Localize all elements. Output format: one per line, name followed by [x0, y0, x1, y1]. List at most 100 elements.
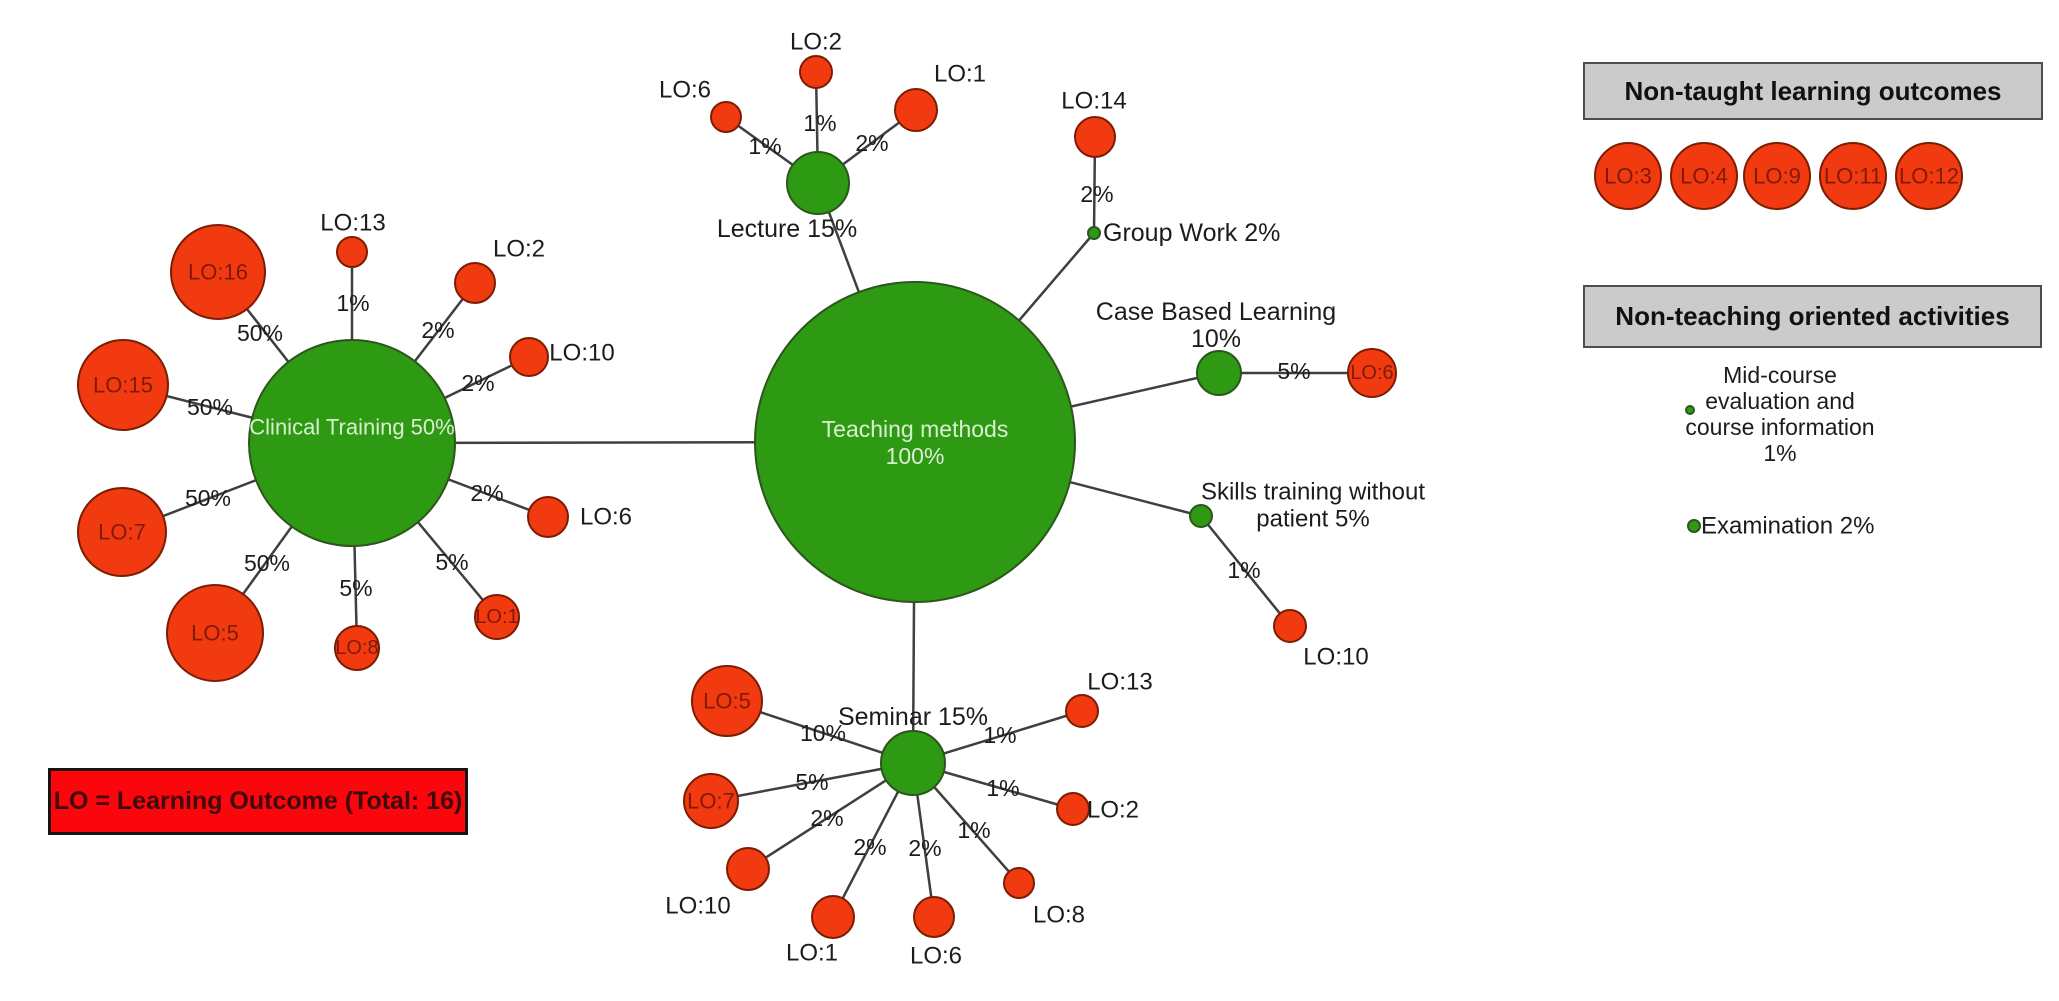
edge-label-seminar-sem_lo6: 2%: [908, 835, 941, 861]
node-circle-c_lo5: [166, 584, 264, 682]
edge-label-seminar-sem_lo2: 1%: [986, 775, 1019, 801]
node-label-c_lo7: LO:7: [98, 520, 146, 545]
node-circle-l_lo6: [710, 101, 742, 133]
node-label-c_lo10: LO:10: [549, 340, 614, 367]
node-circle-sem_lo2: [1056, 792, 1090, 826]
node-circle-l_lo1: [894, 88, 938, 132]
node-label-sem_lo8: LO:8: [1033, 902, 1085, 929]
node-circle-c_lo6: [527, 496, 569, 538]
node-circle-c_lo2: [454, 262, 496, 304]
node-label-cbl: 10%: [1191, 325, 1241, 353]
node-label-exam_dot: Examination 2%: [1701, 513, 1874, 540]
node-circle-s_lo10: [1273, 609, 1307, 643]
node-circle-cbl_lo6: [1347, 348, 1397, 398]
node-label-teaching: 100%: [886, 443, 945, 469]
edge-label-lecture-l_lo1: 2%: [855, 130, 888, 156]
caption-box: LO = Learning Outcome (Total: 16): [48, 768, 468, 835]
node-label-c_lo16: LO:16: [188, 260, 248, 285]
node-circle-c_lo8: [334, 625, 380, 671]
edge-label-groupwork-g_lo14: 2%: [1080, 181, 1113, 207]
edge-label-lecture-l_lo2: 1%: [803, 110, 836, 136]
node-circle-c_lo15: [77, 339, 169, 431]
edge-label-clinical-c_lo16: 50%: [237, 320, 283, 346]
node-label-seminar: Seminar 15%: [838, 703, 988, 731]
node-circle-midcourse_dot: [1685, 405, 1695, 415]
edge-label-seminar-sem_lo7: 5%: [795, 769, 828, 795]
node-circle-l_lo2: [799, 55, 833, 89]
node-label-c_lo1: LO:1: [475, 606, 518, 628]
node-label-midcourse_dot: 1%: [1763, 440, 1796, 466]
node-label-leg_lo3: LO:3: [1604, 164, 1652, 189]
node-circle-sem_lo6: [913, 896, 955, 938]
node-circle-leg_lo9: [1743, 142, 1811, 210]
edge-seminar-sem_lo7: [710, 761, 914, 803]
node-label-sem_lo10: LO:10: [665, 893, 730, 920]
node-circle-c_lo16: [170, 224, 266, 320]
edge-label-clinical-c_lo1: 5%: [435, 549, 468, 575]
edge-label-clinical-c_lo10: 2%: [461, 370, 494, 396]
node-circle-sem_lo8: [1003, 867, 1035, 899]
node-label-c_lo2: LO:2: [493, 236, 545, 263]
node-label-c_lo8: LO:8: [335, 637, 378, 659]
node-circle-leg_lo4: [1670, 142, 1738, 210]
node-label-midcourse_dot: course information: [1685, 414, 1874, 440]
edge-label-clinical-c_lo8: 5%: [339, 575, 372, 601]
node-circle-c_lo10: [509, 337, 549, 377]
edge-label-cbl-cbl_lo6: 5%: [1277, 358, 1310, 384]
edge-label-seminar-sem_lo13: 1%: [983, 722, 1016, 748]
node-label-sem_lo7: LO:7: [687, 789, 735, 814]
node-label-s_lo10: LO:10: [1303, 644, 1368, 671]
node-circle-lecture: [786, 151, 850, 215]
edge-skills-s_lo10: [1200, 515, 1291, 627]
edge-label-seminar-sem_lo1: 2%: [853, 834, 886, 860]
node-circle-clinical: [248, 339, 456, 547]
node-circle-sem_lo5: [691, 665, 763, 737]
nodes-layer: [77, 55, 1963, 939]
node-circle-leg_lo12: [1895, 142, 1963, 210]
labels-layer: 50% 50% 50% 50% 1% 2% 2% 2% 5% 5% 1% 1% 2% 2% 5% 1% 10% 5…: [93, 29, 1959, 970]
node-label-clinical: Clinical Training 50%: [249, 415, 454, 440]
node-circle-seminar: [880, 730, 946, 796]
legend-non-taught-title: Non-taught learning outcomes: [1583, 62, 2043, 120]
node-label-leg_lo4: LO:4: [1680, 164, 1728, 189]
node-circle-sem_lo13: [1065, 694, 1099, 728]
node-circle-cbl: [1196, 350, 1242, 396]
node-label-sem_lo13: LO:13: [1087, 669, 1152, 696]
node-label-c_lo5: LO:5: [191, 621, 239, 646]
node-label-midcourse_dot: Mid-course: [1723, 362, 1837, 388]
node-label-c_lo15: LO:15: [93, 373, 153, 398]
node-label-cbl: Case Based Learning: [1096, 298, 1336, 326]
node-circle-sem_lo7: [683, 773, 739, 829]
node-label-l_lo2: LO:2: [790, 29, 842, 56]
node-label-sem_lo6: LO:6: [910, 943, 962, 970]
node-circle-c_lo7: [77, 487, 167, 577]
node-circle-leg_lo3: [1594, 142, 1662, 210]
node-label-c_lo6: LO:6: [580, 504, 632, 531]
node-label-teaching: Teaching methods: [822, 416, 1009, 442]
node-circle-groupwork: [1087, 226, 1101, 240]
node-label-lecture: Lecture 15%: [717, 215, 857, 243]
edge-label-skills-s_lo10: 1%: [1227, 557, 1260, 583]
edge-label-clinical-c_lo6: 2%: [470, 480, 503, 506]
node-label-sem_lo5: LO:5: [703, 689, 751, 714]
node-circle-g_lo14: [1074, 116, 1116, 158]
node-circle-leg_lo11: [1819, 142, 1887, 210]
node-label-g_lo14: LO:14: [1061, 88, 1126, 115]
node-circle-c_lo1: [474, 594, 520, 640]
node-label-skills: Skills training without: [1201, 479, 1425, 506]
node-label-cbl_lo6: LO:6: [1350, 362, 1393, 384]
edge-label-lecture-l_lo6: 1%: [748, 133, 781, 159]
node-label-leg_lo12: LO:12: [1899, 164, 1959, 189]
node-label-midcourse_dot: evaluation and: [1705, 388, 1855, 414]
node-label-l_lo1: LO:1: [934, 61, 986, 88]
edge-label-seminar-sem_lo5: 10%: [800, 720, 846, 746]
node-label-l_lo6: LO:6: [659, 77, 711, 104]
edge-label-clinical-c_lo2: 2%: [421, 317, 454, 343]
edge-label-seminar-sem_lo10: 2%: [810, 805, 843, 831]
node-circle-skills: [1189, 504, 1213, 528]
edge-label-clinical-c_lo7: 50%: [185, 485, 231, 511]
node-label-sem_lo1: LO:1: [786, 940, 838, 967]
legend-non-teaching-title: Non-teaching oriented activities: [1583, 285, 2042, 348]
